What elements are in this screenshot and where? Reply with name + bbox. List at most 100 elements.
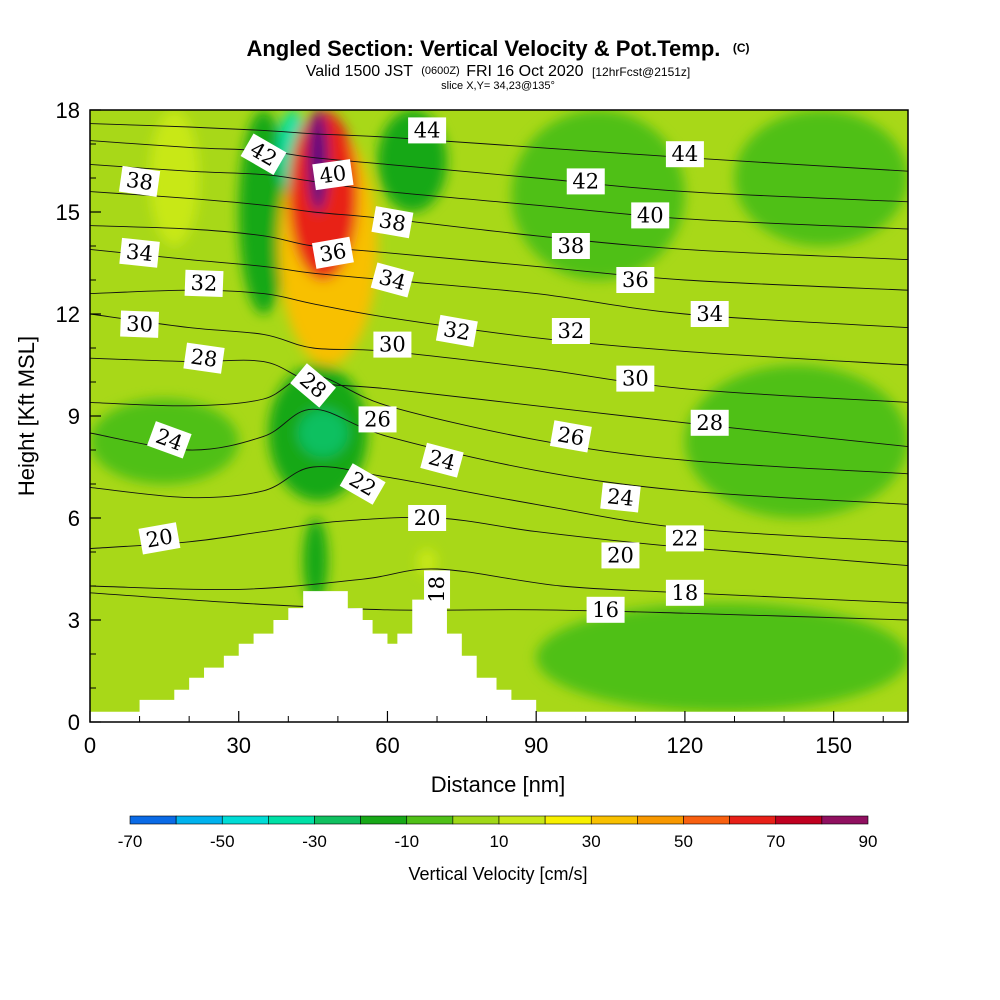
contour-label: 28	[690, 409, 729, 436]
contour-label-text: 32	[190, 271, 218, 296]
y-axis-title: Height [Kft MSL]	[14, 336, 39, 496]
contour-label-text: 32	[442, 317, 472, 345]
contour-label: 24	[600, 482, 641, 513]
contour-label-text: 20	[144, 524, 174, 552]
contour-label: 38	[551, 233, 590, 259]
theta-contour-36	[90, 225, 908, 291]
contour-label: 20	[601, 542, 640, 569]
colorbar: -70 -50 -30 -10 10 30 50 70 90	[118, 815, 878, 851]
colorbar-swatch	[360, 815, 408, 825]
contour-label: 44	[408, 117, 447, 144]
contour-label: 20	[408, 505, 447, 531]
x-tick-label: 60	[375, 733, 399, 758]
contour-label-text: 16	[592, 598, 619, 622]
theta-contour-40	[90, 163, 908, 230]
contour-label-text: 38	[125, 168, 155, 195]
theta-contour-labels: 38 34 30 32 28 24 20 42 40 36 28 38 34 30 26 22 44 32 24 20…	[118, 117, 729, 623]
y-tick-label: 3	[68, 608, 80, 633]
contour-label-text: 40	[318, 161, 348, 188]
contour-label: 30	[120, 310, 160, 338]
contour-label: 18	[424, 570, 451, 609]
x-axis-title: Distance [nm]	[431, 772, 566, 797]
colorbar-swatch	[729, 815, 777, 825]
velocity-feature-downdraft-core	[298, 409, 348, 457]
colorbar-swatch	[498, 815, 546, 825]
contour-label-text: 38	[377, 208, 407, 236]
colorbar-tick-label: -10	[394, 832, 419, 851]
contour-label: 20	[138, 522, 181, 555]
colorbar-swatch	[590, 815, 638, 825]
y-tick-label: 15	[56, 200, 80, 225]
contour-label: 34	[119, 237, 160, 268]
contour-label-text: 26	[364, 407, 391, 431]
theta-contour-42	[90, 140, 908, 203]
contour-label-text: 30	[126, 312, 154, 337]
contour-label-text: 30	[379, 333, 406, 357]
contour-label: 36	[616, 267, 655, 293]
contour-label-text: 18	[425, 576, 449, 603]
contour-label-text: 20	[414, 506, 441, 530]
colorbar-swatch	[175, 815, 223, 825]
contour-label: 30	[373, 331, 412, 358]
theta-contour-24	[90, 408, 908, 505]
colorbar-tick-label: 90	[859, 832, 878, 851]
contour-label-text: 24	[606, 484, 635, 511]
contour-label-text: 44	[672, 142, 699, 166]
contour-label-text: 36	[318, 239, 348, 267]
chart-title: Angled Section: Vertical Velocity & Pot.…	[246, 36, 749, 61]
colorbar-swatch	[406, 815, 454, 825]
contour-label: 28	[183, 342, 225, 374]
x-tick-label: 90	[524, 733, 548, 758]
contour-label: 32	[184, 269, 224, 298]
contour-label-text: 34	[696, 302, 723, 326]
contour-label-text: 36	[622, 268, 649, 292]
colorbar-swatch	[544, 815, 592, 825]
x-tick-label: 120	[667, 733, 704, 758]
colorbar-swatch	[314, 815, 361, 825]
velocity-feature-downdraft	[303, 518, 328, 603]
contour-label: 24	[420, 442, 464, 478]
theta-contour-20	[90, 517, 908, 567]
contour-label: 40	[312, 159, 354, 191]
slice-info: slice X,Y= 34,23@135°	[441, 80, 555, 92]
y-tick-label: 18	[56, 98, 80, 123]
contour-label: 26	[358, 406, 397, 433]
contour-label: 32	[551, 318, 590, 344]
contour-label-text: 32	[558, 319, 585, 343]
terrain	[90, 591, 908, 722]
velocity-feature-weak-sink	[536, 603, 908, 712]
contour-label-text: 26	[556, 422, 586, 450]
colorbar-swatch	[221, 815, 269, 825]
plot-area: 38 34 30 32 28 24 20 42 40 36 28 38 34 30 26 22 44 32 24 20…	[90, 110, 908, 722]
y-tick-label: 9	[68, 404, 80, 429]
contour-label: 16	[586, 596, 625, 623]
contour-label: 40	[631, 202, 670, 229]
velocity-feature-weak-sink	[511, 110, 685, 280]
colorbar-tick-label: 50	[674, 832, 693, 851]
contour-label: 30	[616, 365, 655, 392]
colorbar-swatch	[452, 815, 500, 825]
velocity-feature-weak-sink	[734, 110, 908, 246]
colorbar-swatch	[268, 815, 315, 825]
colorbar-title: Vertical Velocity [cm/s]	[408, 864, 587, 884]
theta-contour-26	[90, 374, 908, 475]
y-tick-label: 0	[68, 710, 80, 735]
contour-label-text: 28	[696, 411, 723, 435]
contour-label-text: 22	[672, 526, 699, 550]
velocity-feature-updraft-core	[308, 110, 328, 212]
colorbar-swatch	[637, 815, 684, 825]
colorbar-tick-label: -70	[118, 832, 143, 851]
contour-label-text: 44	[414, 118, 441, 142]
velocity-feature-updraft	[149, 110, 200, 246]
contour-label-text: 42	[572, 169, 599, 193]
contour-label: 44	[665, 141, 704, 168]
contour-label-text: 20	[607, 543, 634, 567]
colorbar-tick-label: -30	[302, 832, 327, 851]
contour-label-text: 40	[637, 203, 664, 227]
contour-label-text: 34	[125, 239, 154, 266]
colorbar-tick-label: 70	[766, 832, 785, 851]
contour-label: 42	[566, 168, 605, 195]
theta-contour-18	[90, 568, 908, 604]
contour-label-text: 30	[622, 367, 649, 391]
